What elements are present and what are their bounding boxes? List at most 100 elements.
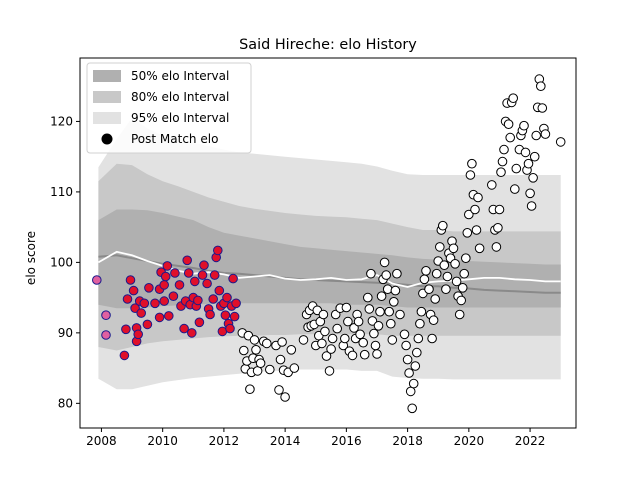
data-point — [159, 296, 169, 306]
x-tick-label: 2016 — [331, 434, 362, 448]
data-point — [410, 361, 421, 371]
data-point — [462, 228, 473, 238]
data-point — [202, 278, 212, 289]
data-point — [327, 333, 338, 344]
data-point — [101, 330, 111, 340]
data-point — [401, 340, 411, 351]
data-point — [416, 306, 427, 317]
data-point — [168, 291, 179, 302]
data-point — [193, 295, 203, 306]
data-point — [349, 323, 359, 333]
data-point — [225, 323, 235, 334]
data-point — [493, 223, 503, 233]
data-point — [229, 311, 240, 322]
data-point — [505, 132, 516, 143]
data-point — [249, 335, 260, 345]
data-point — [367, 316, 378, 326]
data-point — [317, 338, 327, 349]
data-point — [190, 276, 200, 287]
data-point — [421, 266, 431, 276]
data-point — [454, 309, 465, 320]
data-point — [373, 321, 384, 331]
y-tick-label: 110 — [50, 185, 73, 199]
data-point — [159, 280, 169, 290]
y-tick-label: 80 — [58, 396, 73, 410]
data-point — [363, 292, 373, 303]
data-point — [503, 119, 514, 129]
data-point — [529, 151, 540, 162]
data-point — [164, 311, 174, 321]
data-point — [121, 324, 131, 335]
data-point — [381, 270, 392, 280]
data-point — [154, 312, 165, 323]
data-point — [499, 144, 509, 155]
data-point — [326, 344, 336, 354]
data-point — [321, 351, 332, 361]
data-point — [382, 284, 393, 295]
legend-marker-post-match — [101, 133, 113, 145]
data-point — [222, 292, 232, 303]
data-point — [540, 129, 551, 139]
data-point — [412, 347, 422, 358]
data-point — [366, 268, 376, 279]
legend-label-80: 80% elo Interval — [131, 90, 229, 104]
data-point — [174, 280, 185, 290]
data-point — [456, 295, 467, 306]
data-point — [451, 276, 462, 287]
data-point — [487, 180, 497, 190]
data-point — [205, 309, 215, 320]
y-tick-label: 100 — [50, 255, 73, 269]
data-point — [413, 333, 424, 344]
data-point — [441, 284, 451, 295]
legend-swatch-95 — [93, 112, 121, 124]
data-point — [199, 260, 209, 271]
data-point — [343, 316, 353, 327]
data-point — [265, 364, 275, 375]
x-tick-label: 2022 — [515, 434, 546, 448]
data-point — [318, 309, 329, 320]
data-point — [340, 333, 350, 344]
legend-label-95: 95% elo Interval — [131, 111, 229, 125]
data-point — [439, 260, 450, 271]
data-point — [197, 270, 208, 280]
data-point — [183, 268, 194, 278]
axes-frame — [79, 57, 577, 429]
data-point — [228, 273, 238, 284]
data-point — [407, 403, 418, 414]
data-point — [324, 366, 335, 376]
data-point — [520, 147, 531, 158]
data-point — [448, 243, 459, 254]
data-point — [555, 137, 566, 147]
data-point — [537, 103, 548, 113]
data-point — [128, 285, 139, 296]
data-point — [459, 268, 470, 279]
data-point — [526, 201, 537, 211]
data-point — [450, 259, 460, 269]
data-point — [431, 268, 442, 279]
x-tick-label: 2020 — [454, 434, 485, 448]
data-point — [179, 323, 189, 334]
data-point — [274, 385, 284, 395]
data-point — [435, 242, 445, 252]
data-point — [136, 308, 146, 318]
data-point — [402, 354, 413, 365]
data-point — [384, 306, 395, 317]
data-point — [286, 345, 297, 355]
data-point — [399, 329, 410, 340]
data-point — [474, 243, 485, 254]
band-50 — [98, 209, 561, 309]
data-point — [275, 354, 286, 365]
data-point — [470, 204, 480, 215]
y-tick-label: 90 — [58, 326, 73, 340]
data-point — [461, 253, 471, 264]
data-point — [187, 328, 197, 338]
chart-title: Said Hireche: elo History — [239, 37, 417, 53]
legend: 50% elo Interval 80% elo Interval 95% el… — [86, 62, 252, 154]
data-point — [404, 368, 414, 378]
data-point — [375, 306, 385, 317]
plot-content — [92, 74, 566, 414]
data-point — [220, 310, 231, 321]
data-point — [213, 245, 223, 256]
data-point — [182, 255, 192, 266]
